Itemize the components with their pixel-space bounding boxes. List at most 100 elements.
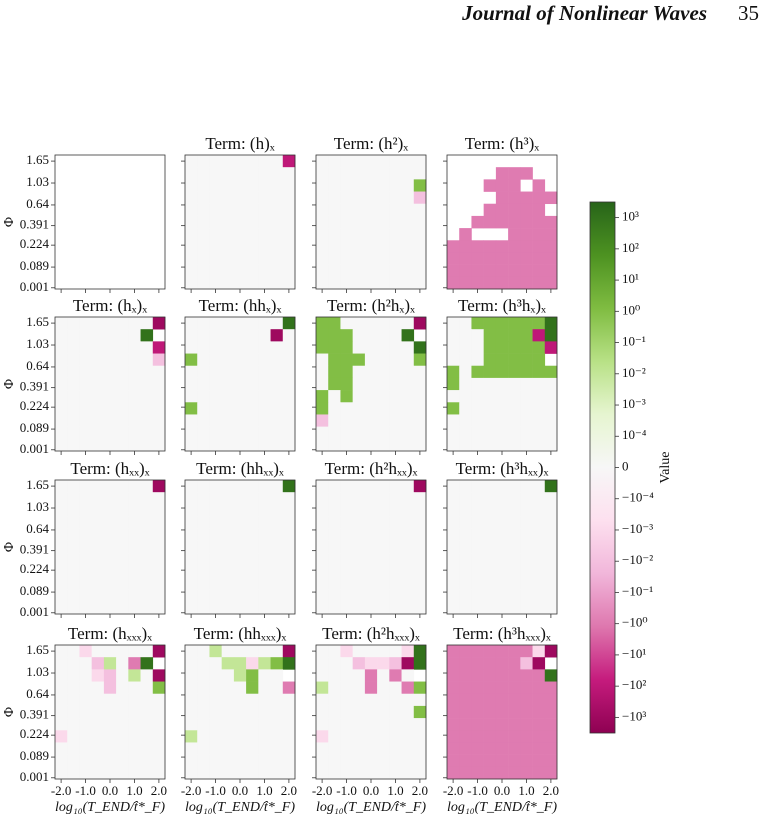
- heatmap-cell: [316, 589, 329, 603]
- heatmap-cell: [401, 754, 415, 768]
- heatmap-cell: [364, 240, 378, 253]
- heatmap-cell: [316, 414, 329, 427]
- heatmap-cell: [79, 414, 92, 427]
- heatmap-cell: [67, 553, 80, 566]
- heatmap-cell: [282, 540, 296, 554]
- heatmap-cell: [364, 540, 378, 554]
- heatmap-cell: [197, 553, 210, 566]
- heatmap-cell: [544, 528, 558, 542]
- y-tick-label: 0.391: [20, 217, 49, 232]
- heatmap-cell: [67, 565, 80, 578]
- heatmap-cell: [270, 705, 284, 719]
- heatmap-cell: [67, 742, 80, 755]
- heatmap-cell: [209, 353, 222, 367]
- heatmap-cell: [401, 742, 415, 755]
- heatmap-cell: [55, 730, 68, 743]
- heatmap-cell: [140, 390, 154, 403]
- heatmap-cell: [364, 155, 378, 168]
- heatmap-cell: [483, 215, 497, 229]
- heatmap-cell: [282, 414, 296, 427]
- heatmap-cell: [471, 565, 484, 578]
- heatmap-cell: [340, 240, 353, 253]
- x-tick-label: -2.0: [181, 783, 202, 798]
- heatmap-cell: [495, 167, 509, 180]
- heatmap-cell: [67, 365, 80, 379]
- heatmap-cell: [91, 341, 105, 354]
- heatmap-cell: [340, 718, 353, 731]
- heatmap-cell: [459, 341, 472, 354]
- heatmap-cell: [447, 377, 460, 391]
- panel-title: Term: (h²hₓ)ₓ: [327, 296, 415, 315]
- heatmap-cell: [401, 179, 415, 192]
- heatmap-cell: [364, 742, 378, 755]
- heatmap-cell: [413, 657, 427, 670]
- heatmap-cell: [459, 492, 472, 505]
- heatmap-cell: [340, 264, 353, 278]
- heatmap-cell: [413, 589, 427, 603]
- heatmap-cell: [364, 657, 378, 670]
- heatmap-cell: [221, 276, 235, 290]
- heatmap-cell: [459, 601, 472, 615]
- heatmap-cell: [185, 414, 198, 427]
- heatmap-cell: [340, 179, 353, 192]
- heatmap-cell: [340, 317, 353, 330]
- heatmap-cell: [270, 766, 284, 780]
- heatmap-cell: [103, 742, 117, 755]
- heatmap-cell: [544, 577, 558, 590]
- heatmap-cell: [91, 742, 105, 755]
- heatmap-cell: [544, 565, 558, 578]
- heatmap-cell: [246, 317, 259, 330]
- heatmap-cell: [483, 565, 497, 578]
- heatmap-cell: [520, 693, 533, 707]
- heatmap-cell: [401, 553, 415, 566]
- heatmap-cell: [221, 669, 235, 682]
- heatmap-cell: [233, 167, 247, 180]
- heatmap-cell: [316, 742, 329, 755]
- heatmap-cell: [532, 565, 546, 578]
- heatmap-cell: [103, 553, 117, 566]
- heatmap-cell: [340, 766, 353, 780]
- heatmap-cell: [258, 155, 271, 168]
- heatmap-cell: [508, 377, 521, 391]
- heatmap-cell: [233, 365, 247, 379]
- heatmap-cell: [55, 645, 68, 658]
- heatmap-cell: [544, 553, 558, 566]
- heatmap-cell: [79, 365, 92, 379]
- heatmap-cell: [340, 601, 353, 615]
- heatmap-cell: [258, 353, 271, 367]
- heatmap-cell: [209, 766, 222, 780]
- heatmap-cell: [520, 754, 533, 768]
- heatmap-cell: [246, 601, 259, 615]
- heatmap-cell: [128, 754, 141, 768]
- heatmap-cell: [483, 553, 497, 566]
- heatmap-cell: [316, 252, 329, 265]
- heatmap-cell: [128, 426, 141, 440]
- heatmap-cell: [532, 601, 546, 615]
- heatmap-cell: [508, 179, 521, 192]
- heatmap-cell: [221, 577, 235, 590]
- heatmap-cell: [270, 742, 284, 755]
- heatmap-cell: [233, 228, 247, 241]
- heatmap-cell: [258, 402, 271, 415]
- heatmap-cell: [152, 353, 166, 367]
- heatmap-cell: [377, 565, 390, 578]
- heatmap-cell: [471, 240, 484, 253]
- heatmap-cell: [197, 766, 210, 780]
- heatmap-cell: [483, 718, 497, 731]
- heatmap-cell: [495, 553, 509, 566]
- heatmap-cell: [352, 341, 366, 354]
- heatmap-cell: [544, 516, 558, 530]
- heatmap-cell: [116, 645, 129, 658]
- heatmap-cell: [316, 203, 329, 217]
- heatmap-cell: [282, 693, 296, 707]
- heatmap-cell: [209, 264, 222, 278]
- heatmap-cell: [520, 657, 533, 670]
- heatmap-cell: [116, 528, 129, 542]
- heatmap-cell: [532, 377, 546, 391]
- heatmap-cell: [91, 705, 105, 719]
- heatmap-cell: [508, 203, 521, 217]
- heatmap-cell: [471, 766, 484, 780]
- x-axis-label: log₁₀(T_END/t̂*_F): [185, 800, 295, 815]
- heatmap-cell: [459, 228, 472, 241]
